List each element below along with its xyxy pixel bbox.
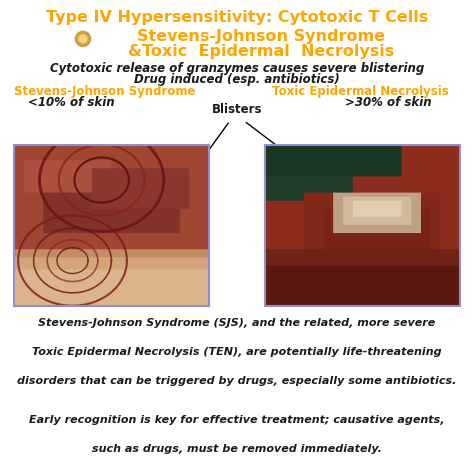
Text: Stevens-Johnson Syndrome: Stevens-Johnson Syndrome [14,85,195,98]
Text: Stevens-Johnson Syndrome: Stevens-Johnson Syndrome [137,29,385,45]
Text: Stevens-Johnson Syndrome (SJS), and the related, more severe: Stevens-Johnson Syndrome (SJS), and the … [38,318,436,328]
Text: Early recognition is key for effective treatment; causative agents,: Early recognition is key for effective t… [29,415,445,425]
Text: such as drugs, must be removed immediately.: such as drugs, must be removed immediate… [92,444,382,454]
Circle shape [79,35,87,43]
Text: >30% of skin: >30% of skin [346,96,432,109]
Text: &Toxic  Epidermal  Necrolysis: &Toxic Epidermal Necrolysis [128,44,394,59]
Text: Type IV Hypersensitivity: Cytotoxic T Cells: Type IV Hypersensitivity: Cytotoxic T Ce… [46,10,428,26]
Text: disorders that can be triggered by drugs, especially some antibiotics.: disorders that can be triggered by drugs… [18,376,456,386]
Circle shape [75,31,91,46]
Text: Blisters: Blisters [212,103,262,116]
Text: Toxic Epidermal Necrolysis: Toxic Epidermal Necrolysis [272,85,448,98]
Text: <10% of skin: <10% of skin [28,96,114,109]
Text: Toxic Epidermal Necrolysis (TEN), are potentially life-threatening: Toxic Epidermal Necrolysis (TEN), are po… [32,347,442,357]
Text: Cytotoxic release of granzymes causes severe blistering: Cytotoxic release of granzymes causes se… [50,62,424,74]
Text: Drug induced (esp. antibiotics): Drug induced (esp. antibiotics) [134,73,340,86]
